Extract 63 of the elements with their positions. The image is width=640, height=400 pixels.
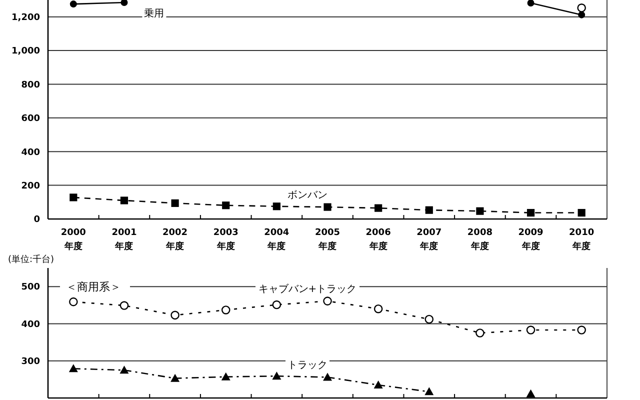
- point: [578, 11, 586, 18]
- point: [221, 372, 230, 380]
- x-tick-label: 2002 年度: [162, 228, 188, 252]
- y-tick-label: 500: [21, 282, 40, 293]
- series-label: ボンバン: [288, 190, 328, 202]
- point: [424, 314, 434, 324]
- point: [70, 194, 78, 202]
- point: [120, 0, 128, 6]
- point: [577, 4, 586, 12]
- x-tick-label: 2001 年度: [112, 228, 137, 252]
- point: [425, 206, 433, 214]
- point: [68, 364, 78, 372]
- point: [578, 208, 586, 217]
- point: [171, 199, 179, 207]
- annotation: ＜商用系＞: [66, 280, 121, 294]
- x-tick-label: 2000 年度: [60, 228, 86, 252]
- point: [272, 300, 282, 310]
- point: [323, 296, 332, 306]
- point: [324, 203, 332, 211]
- y-tick-label: 1,000: [12, 46, 40, 57]
- series-label: 乗用: [144, 8, 164, 20]
- point: [120, 366, 129, 374]
- point: [374, 380, 383, 388]
- x-tick-label: 2008 年度: [467, 228, 492, 252]
- x-tick-label: 2009 年度: [518, 228, 544, 252]
- y-tick-label: 400: [21, 148, 40, 158]
- series-label: キャブバン+トラック: [258, 283, 357, 296]
- point: [120, 196, 128, 204]
- point: [221, 306, 230, 314]
- y-tick-label: 1,200: [12, 12, 40, 23]
- x-tick-label: 2006 年度: [366, 228, 391, 252]
- point: [526, 208, 535, 217]
- point: [70, 0, 77, 8]
- point: [476, 328, 484, 338]
- x-tick-label: 2010 年度: [569, 228, 594, 252]
- point: [323, 372, 332, 381]
- point: [272, 372, 282, 380]
- point: [222, 202, 230, 210]
- point: [170, 374, 180, 382]
- y-tick-label: 0: [34, 215, 40, 226]
- point: [374, 304, 383, 314]
- point: [527, 0, 534, 7]
- y-tick-label: 200: [21, 181, 40, 192]
- y-tick-label: 300: [21, 357, 40, 368]
- point: [69, 297, 78, 306]
- y-tick-label: 800: [21, 80, 40, 90]
- point: [120, 301, 129, 310]
- x-tick-label: 2004 年度: [264, 228, 290, 252]
- point: [526, 326, 536, 334]
- y-tick-label: 400: [21, 320, 40, 330]
- point: [374, 204, 382, 212]
- x-tick-label: 2005 年度: [314, 228, 340, 252]
- point: [476, 207, 484, 215]
- point: [272, 202, 280, 210]
- text: (単位:千台): [8, 254, 54, 265]
- point: [526, 389, 536, 398]
- point: [424, 387, 434, 396]
- y-tick-label: 600: [21, 114, 40, 124]
- x-tick-label: 2007 年度: [416, 228, 442, 252]
- x-tick-label: 2003 年度: [213, 228, 238, 252]
- series-label: トラック: [288, 360, 328, 372]
- point: [170, 310, 180, 320]
- point: [577, 326, 586, 334]
